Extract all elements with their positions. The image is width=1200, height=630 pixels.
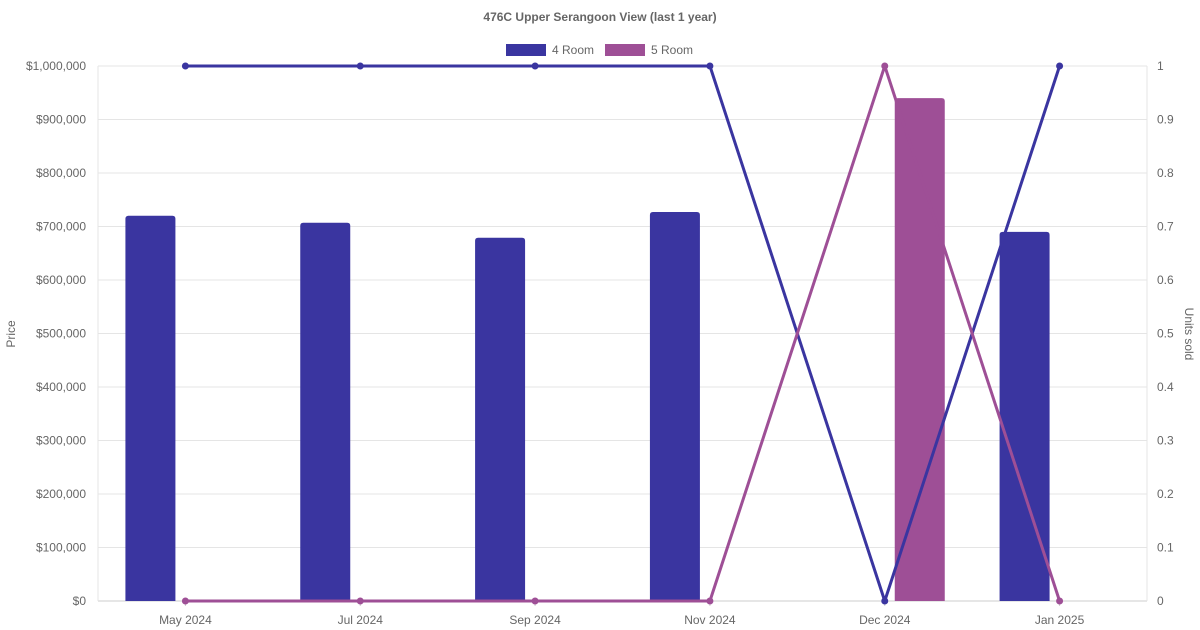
x-tick-label: Nov 2024	[684, 613, 736, 627]
y-left-tick-label: $800,000	[36, 166, 86, 180]
y-right-tick-label: 0.8	[1157, 166, 1174, 180]
point-5-room	[356, 597, 364, 605]
x-axis-ticks: May 2024 Jul 2024 Sep 2024 Nov 2024 Dec 2024…	[159, 613, 1085, 627]
y-axis-left-title: Price	[4, 320, 18, 348]
y-left-tick-label: $0	[73, 594, 87, 608]
y-left-tick-label: $200,000	[36, 487, 86, 501]
right-axis-ticks: 0 0.1 0.2 0.3 0.4 0.5 0.6 0.7 0.8 0.9 1	[1157, 59, 1174, 608]
x-tick-label: Dec 2024	[859, 613, 911, 627]
x-tick-label: Sep 2024	[509, 613, 561, 627]
legend-swatch-4-room[interactable]	[506, 44, 546, 56]
y-left-tick-label: $300,000	[36, 434, 86, 448]
y-left-tick-label: $400,000	[36, 380, 86, 394]
bar-4-room	[475, 237, 526, 602]
point-5-room	[706, 597, 714, 605]
y-left-tick-label: $700,000	[36, 220, 86, 234]
bar-4-room	[300, 222, 351, 601]
y-right-tick-label: 1	[1157, 59, 1164, 73]
legend-label-4-room[interactable]: 4 Room	[552, 43, 594, 57]
y-right-tick-label: 0.7	[1157, 220, 1174, 234]
lines	[181, 62, 1064, 605]
y-right-tick-label: 0.1	[1157, 541, 1174, 555]
y-right-tick-label: 0	[1157, 594, 1164, 608]
y-right-tick-label: 0.6	[1157, 273, 1174, 287]
bar-4-room	[999, 231, 1050, 601]
bars	[125, 98, 1050, 602]
point-4-room	[706, 62, 714, 70]
y-left-tick-label: $600,000	[36, 273, 86, 287]
y-axis-right-title: Units sold	[1182, 308, 1196, 361]
y-right-tick-label: 0.9	[1157, 113, 1174, 127]
y-right-tick-label: 0.4	[1157, 380, 1174, 394]
bar-4-room	[125, 215, 176, 602]
point-4-room	[356, 62, 364, 70]
y-right-tick-label: 0.3	[1157, 434, 1174, 448]
bar-5-room	[894, 98, 945, 601]
chart-title: 476C Upper Serangoon View (last 1 year)	[483, 10, 716, 24]
x-tick-label: May 2024	[159, 613, 212, 627]
point-5-room	[531, 597, 539, 605]
y-left-tick-label: $100,000	[36, 541, 86, 555]
y-left-tick-label: $500,000	[36, 327, 86, 341]
point-4-room	[881, 597, 889, 605]
y-right-tick-label: 0.5	[1157, 327, 1174, 341]
grid	[97, 65, 1148, 606]
point-5-room	[881, 62, 889, 70]
point-5-room	[1056, 597, 1064, 605]
left-axis-ticks: $0 $100,000 $200,000 $300,000 $400,000 $500,0…	[26, 59, 86, 608]
y-left-tick-label: $1,000,000	[26, 59, 86, 73]
legend-label-5-room[interactable]: 5 Room	[651, 43, 693, 57]
legend: 4 Room 5 Room	[506, 43, 693, 57]
point-4-room	[1056, 62, 1064, 70]
x-tick-label: Jan 2025	[1035, 613, 1085, 627]
x-tick-label: Jul 2024	[338, 613, 384, 627]
y-right-tick-label: 0.2	[1157, 487, 1174, 501]
line-5-room	[185, 64, 1062, 603]
legend-swatch-5-room[interactable]	[605, 44, 645, 56]
line-4-room	[185, 64, 1062, 603]
y-left-tick-label: $900,000	[36, 113, 86, 127]
point-4-room	[531, 62, 539, 70]
point-5-room	[181, 597, 189, 605]
bar-4-room	[649, 212, 700, 601]
point-4-room	[181, 62, 189, 70]
